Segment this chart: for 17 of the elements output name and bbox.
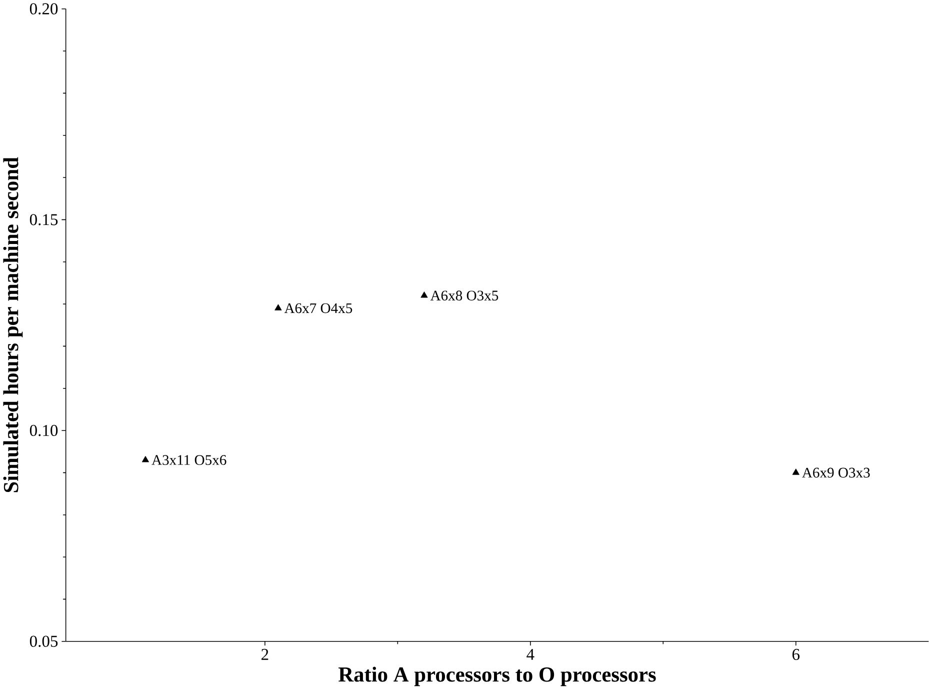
annotation: A3x11 O5x6 bbox=[152, 454, 226, 465]
point bbox=[792, 468, 800, 475]
x-tick-label: 6 bbox=[792, 648, 800, 660]
y-tick-label: 0.15 bbox=[30, 214, 58, 226]
y-tick-label: 0.10 bbox=[30, 424, 58, 436]
x-tick-label: 2 bbox=[262, 648, 268, 660]
annotation: A6x7 O4x5 bbox=[284, 303, 352, 313]
point bbox=[142, 456, 150, 462]
point bbox=[420, 291, 428, 298]
annotation: A6x8 O3x5 bbox=[430, 290, 498, 300]
point bbox=[274, 304, 282, 310]
annotation: A6x9 O3x3 bbox=[802, 468, 870, 478]
x-axis-title: Ratio A processors to O processors bbox=[338, 666, 656, 686]
y-axis-title: Simulated hours per machine second bbox=[3, 157, 23, 492]
y-tick-label: 0.05 bbox=[30, 636, 58, 647]
y-tick-label: 0.20 bbox=[30, 3, 58, 14]
x-tick-label: 4 bbox=[526, 648, 534, 660]
